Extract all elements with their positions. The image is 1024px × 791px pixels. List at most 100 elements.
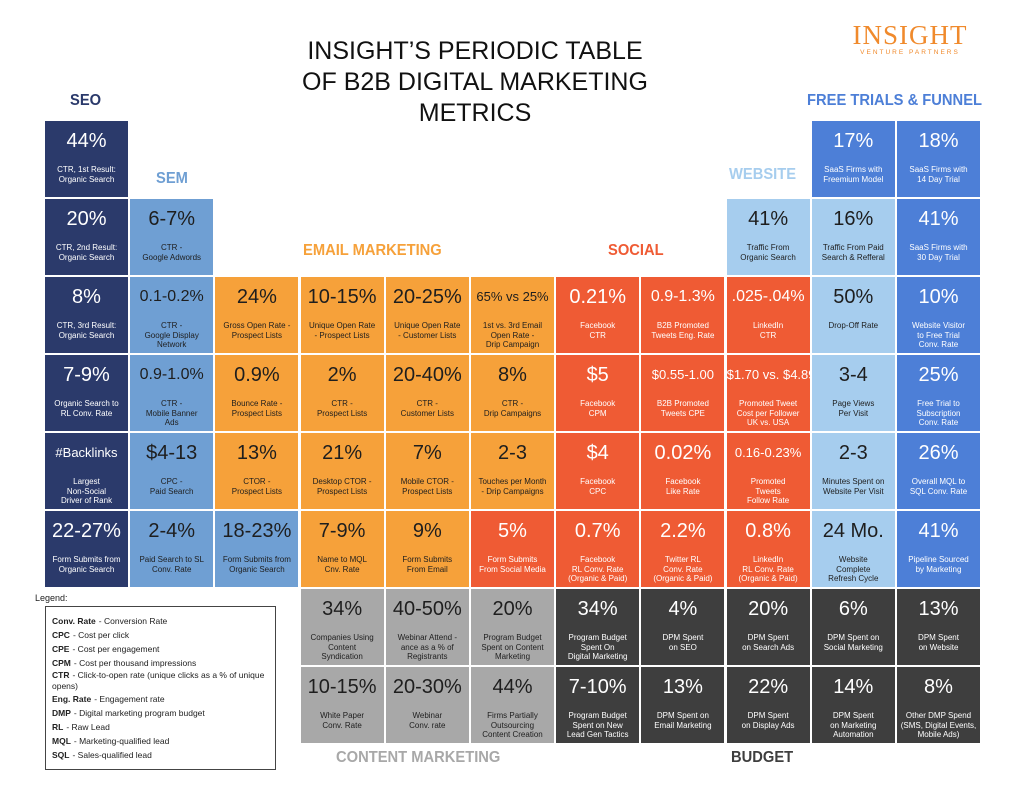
section-heading: SEO [70, 92, 102, 109]
section-heading: WEBSITE [729, 166, 797, 183]
metric-cell: 21% Desktop CTOR - Prospect Lists [300, 433, 384, 509]
metric-cell: 6% DPM Spent on Social Marketing [811, 589, 895, 665]
metric-cell: .025-.04% LinkedIn CTR [726, 277, 810, 353]
metric-value: 0.7% [574, 520, 621, 542]
metric-cell: 9% Form Submits From Email [385, 511, 469, 587]
legend-title: Legend: [35, 593, 68, 603]
metric-label: DPM Spent on Website [918, 633, 959, 652]
metric-label: CTR - Mobile Banner Ads [145, 399, 198, 427]
legend-definition: - Conversion Rate [98, 616, 168, 626]
section-heading: EMAIL MARKETING [303, 242, 442, 259]
legend-term: CPM [52, 658, 71, 668]
metric-label: Facebook CPM [580, 399, 616, 418]
metric-cell: 41% SaaS Firms with 30 Day Trial [897, 199, 980, 275]
metric-value: 0.1-0.2% [139, 288, 204, 305]
metric-label: SaaS Firms with 14 Day Trial [909, 165, 968, 184]
legend-definition: - Click-to-open rate (unique clicks as a… [52, 670, 265, 691]
legend: Conv. Rate - Conversion Rate CPC - Cost per… [45, 606, 276, 770]
legend-item: CTR - Click-to-open rate (unique clicks a… [52, 670, 269, 692]
metric-cell: 3-4 Page Views Per Visit [811, 355, 895, 431]
metric-label: Form Submits from Organic Search [222, 555, 291, 574]
metric-cell: 13% DPM Spent on Email Marketing [641, 667, 725, 743]
legend-definition: - Engagement rate [94, 694, 165, 704]
title-line: METRICS [418, 99, 532, 127]
legend-item: Eng. Rate - Engagement rate [52, 692, 269, 706]
metric-value: 18-23% [222, 520, 292, 542]
metric-label: Drop-Off Rate [828, 321, 879, 330]
metric-value: 13% [236, 442, 277, 464]
metric-label: Paid Search to SL Conv. Rate [139, 555, 204, 574]
metric-label: CTR - Google Display Network [144, 321, 199, 349]
legend-term: MQL [52, 736, 71, 746]
metric-value: 3-4 [838, 364, 868, 386]
metric-value: 20% [66, 208, 107, 230]
metric-value: 14% [833, 676, 874, 698]
metric-label: LinkedIn CTR [752, 321, 784, 340]
metric-cell: #Backlinks Largest Non-Social Driver of R… [45, 433, 128, 509]
metric-value: $0.55-1.00 [651, 367, 714, 382]
legend-item: CPC - Cost per click [52, 628, 269, 642]
metric-cell: 65% vs 25% 1st vs. 3rd Email Open Rate - … [471, 277, 554, 353]
metric-value: 21% [322, 442, 363, 464]
metric-value: 18% [918, 130, 959, 152]
metric-label: Unique Open Rate - Customer Lists [394, 321, 461, 340]
metric-value: 6% [838, 598, 868, 620]
legend-definition: - Cost per thousand impressions [73, 658, 197, 668]
metric-cell: 8% CTR - Drip Campaigns [471, 355, 554, 431]
metric-value: 7-10% [568, 676, 627, 698]
metric-label: SaaS Firms with Freemium Model [823, 165, 884, 184]
metric-value: 20% [492, 598, 533, 620]
metric-label: Other DMP Spend (SMS, Digital Events, Mo… [900, 711, 977, 739]
metric-label: Facebook Like Rate [665, 477, 701, 496]
metric-value: 17% [833, 130, 874, 152]
metric-value: 0.21% [569, 286, 627, 308]
metric-value: 13% [662, 676, 703, 698]
metric-value: #Backlinks [55, 445, 118, 460]
title: INSIGHT’S PERIODIC TABLE OF B2B DIGITAL … [250, 36, 700, 129]
metric-value: 16% [833, 208, 874, 230]
metric-label: Program Budget Spent on Content Marketin… [481, 633, 544, 661]
metric-cell: 34% Companies Using Content Syndication [300, 589, 384, 665]
legend-term: DMP [52, 708, 71, 718]
logo-subtext: VENTURE PARTNERS [860, 49, 960, 56]
legend-definition: - Marketing-qualified lead [73, 736, 170, 746]
metric-value: 20-40% [392, 364, 462, 386]
metric-label: Facebook CPC [580, 477, 616, 496]
metric-value: 20% [748, 598, 789, 620]
metric-label: Form Submits From Email [402, 555, 453, 574]
metric-value: 50% [833, 286, 874, 308]
metric-cell: 7-10% Program Budget Spent on New Lead Ge… [556, 667, 640, 743]
metric-cell: 13% CTOR - Prospect Lists [215, 433, 299, 509]
metric-cell: 2.2% Twitter RL Conv. Rate (Organic & Pai… [641, 511, 725, 587]
metric-value: 5% [498, 520, 527, 542]
metric-label: Overall MQL to SQL Conv. Rate [909, 477, 968, 496]
metric-cell: 0.8% LinkedIn RL Conv. Rate (Organic & Pa… [726, 511, 810, 587]
metric-cell: 7-9% Organic Search to RL Conv. Rate [45, 355, 128, 431]
section-heading: SEM [156, 170, 188, 187]
metric-label: Program Budget Spent On Digital Marketin… [567, 633, 628, 661]
metric-cell: 16% Traffic From Paid Search & Refferal [811, 199, 895, 275]
logo: INSIGHT VENTURE PARTNERS [848, 22, 972, 57]
metric-value: 22-27% [52, 520, 121, 542]
section-heading: SOCIAL [608, 242, 664, 259]
metric-cell: 6-7% CTR - Google Adwords [130, 199, 214, 275]
metric-cell: 26% Overall MQL to SQL Conv. Rate [897, 433, 980, 509]
metric-cell: 41% Pipeline Sourced by Marketing [897, 511, 980, 587]
metric-cell: 10% Website Visitor to Free Trial Conv. R… [897, 277, 980, 353]
metric-label: CPC - Paid Search [149, 477, 194, 496]
metric-label: Promoted Tweet Cost per Follower UK vs. … [736, 399, 800, 427]
legend-definition: - Cost per click [72, 630, 130, 640]
metric-label: LinkedIn RL Conv. Rate (Organic & Paid) [738, 555, 798, 583]
metric-cell: 41% Traffic From Organic Search [726, 199, 810, 275]
metric-label: B2B Promoted Tweets Eng. Rate [651, 321, 715, 340]
metric-label: B2B Promoted Tweets CPE [656, 399, 709, 418]
metric-label: CTR - Google Adwords [142, 243, 202, 262]
metric-label: CTR, 1st Result: Organic Search [57, 165, 116, 184]
metric-value: 10-15% [307, 676, 377, 698]
metric-cell: $0.55-1.00 B2B Promoted Tweets CPE [641, 355, 725, 431]
legend-item: RL - Raw Lead [52, 720, 269, 734]
metric-cell: 10-15% White Paper Conv. Rate [300, 667, 384, 743]
metric-label: Gross Open Rate - Prospect Lists [223, 321, 291, 340]
metric-value: 7% [412, 442, 442, 464]
metric-cell: 0.1-0.2% CTR - Google Display Network [130, 277, 214, 353]
